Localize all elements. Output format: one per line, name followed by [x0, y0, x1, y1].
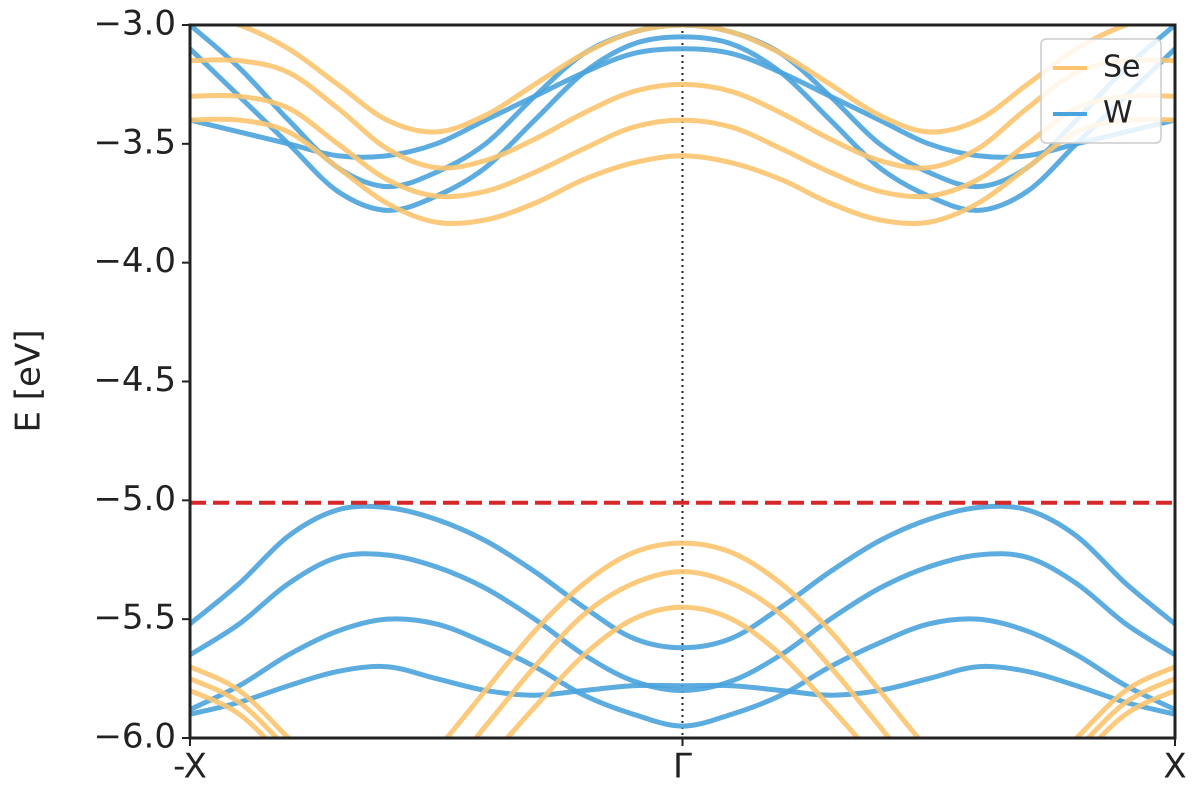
band	[190, 92, 1175, 200]
legend-label: Se	[1103, 50, 1141, 85]
y-tick-label: −5.5	[93, 598, 176, 638]
y-tick-label: −4.0	[93, 241, 176, 281]
band	[190, 116, 1175, 227]
y-tick-label: −6.0	[93, 717, 176, 757]
band	[190, 616, 1175, 729]
y-tick-label: −3.0	[93, 4, 176, 44]
y-tick-label: −3.5	[93, 122, 176, 162]
y-tick-label: −4.5	[93, 360, 176, 400]
band	[190, 540, 1175, 738]
band	[190, 34, 1175, 213]
band	[190, 503, 1175, 651]
plot-area	[190, 25, 1175, 738]
x-tick-label: -X	[173, 747, 207, 787]
x-tick-label: Γ	[673, 747, 692, 787]
x-tick-label: X	[1163, 747, 1186, 787]
band	[190, 663, 1175, 717]
band	[190, 57, 1175, 171]
y-tick-label: −5.0	[93, 479, 176, 519]
y-axis-label: E [eV]	[9, 330, 49, 433]
band	[190, 604, 1175, 738]
legend-label: W	[1103, 96, 1133, 131]
band	[190, 569, 1175, 738]
legend-box	[1040, 38, 1162, 144]
band	[231, 25, 1134, 135]
band	[190, 551, 1175, 693]
